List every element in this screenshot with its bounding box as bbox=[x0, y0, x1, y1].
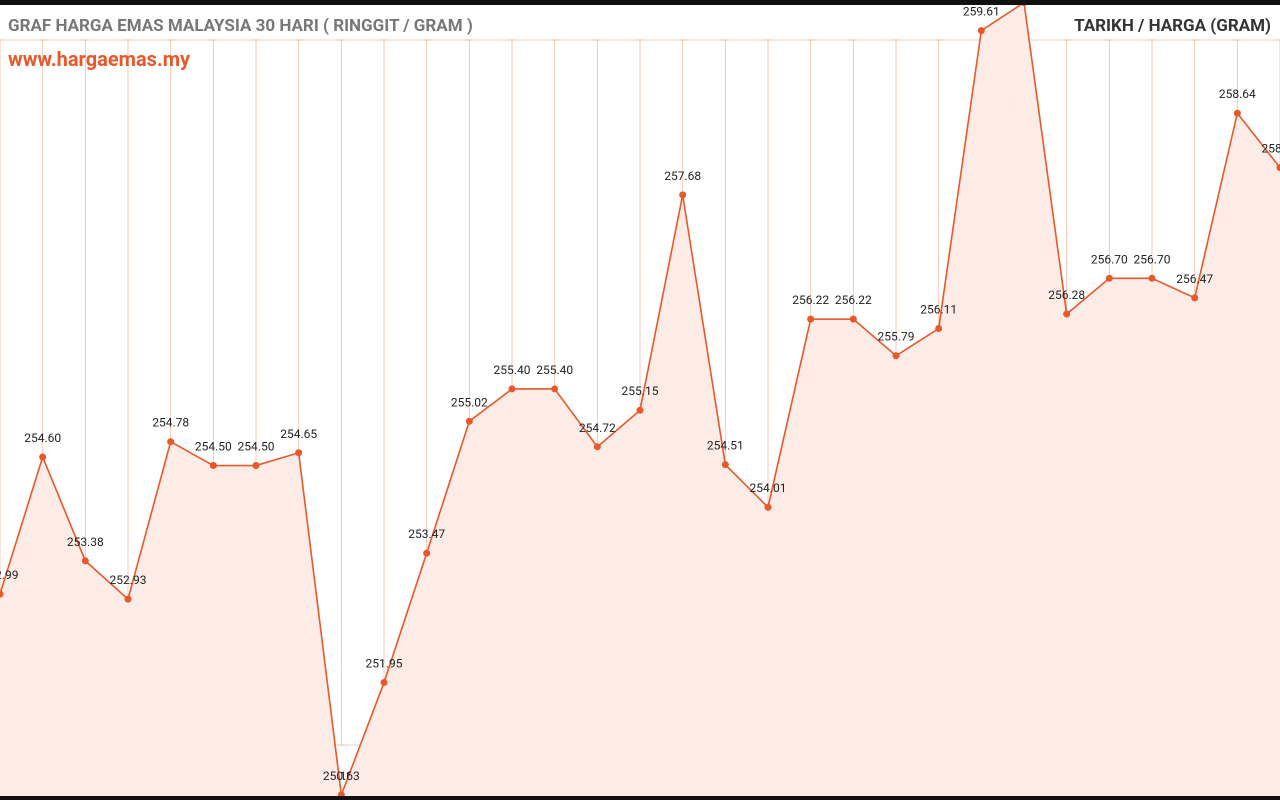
top-bar bbox=[0, 0, 1280, 5]
point bbox=[380, 679, 388, 687]
value-label: 254.72 bbox=[579, 421, 616, 435]
bottom-bar bbox=[0, 796, 1280, 800]
point bbox=[465, 417, 473, 425]
point bbox=[977, 27, 985, 35]
value-label: 255.79 bbox=[878, 330, 915, 344]
value-label: 254.01 bbox=[750, 481, 787, 495]
value-label: 256.22 bbox=[835, 293, 872, 307]
point bbox=[636, 406, 644, 414]
value-label: 256.47 bbox=[1176, 272, 1213, 286]
value-label: 253.47 bbox=[408, 527, 445, 541]
point bbox=[892, 352, 900, 360]
point bbox=[423, 549, 431, 557]
value-label: 257.68 bbox=[664, 169, 701, 183]
value-label: 254.78 bbox=[152, 416, 189, 430]
point bbox=[1105, 274, 1113, 282]
value-label: 255.02 bbox=[451, 395, 488, 409]
value-label: 259.61 bbox=[963, 5, 1000, 19]
point bbox=[167, 438, 175, 446]
legend-label: TARIKH / HARGA (GRAM) bbox=[1074, 16, 1271, 36]
point bbox=[252, 462, 260, 470]
point bbox=[593, 443, 601, 451]
value-label: 256.70 bbox=[1134, 252, 1171, 266]
point bbox=[1276, 164, 1280, 172]
point bbox=[0, 590, 4, 598]
value-label: 255.40 bbox=[536, 363, 573, 377]
point bbox=[764, 503, 772, 511]
chart-title: GRAF HARGA EMAS MALAYSIA 30 HARI ( RINGG… bbox=[8, 16, 473, 36]
point bbox=[1063, 310, 1071, 318]
value-label: 254.50 bbox=[195, 440, 232, 454]
value-label: 255.15 bbox=[622, 384, 659, 398]
point bbox=[807, 315, 815, 323]
point bbox=[721, 461, 729, 469]
point bbox=[81, 557, 89, 565]
value-label: 252.99 bbox=[0, 568, 18, 582]
value-label: 254.60 bbox=[24, 431, 61, 445]
value-label: 254.65 bbox=[280, 427, 317, 441]
point bbox=[551, 385, 559, 393]
value-label: 253.38 bbox=[67, 535, 104, 549]
point bbox=[679, 191, 687, 199]
value-label: 256.70 bbox=[1091, 252, 1128, 266]
point bbox=[209, 462, 217, 470]
value-label: 254.50 bbox=[238, 440, 275, 454]
point bbox=[935, 325, 943, 333]
value-label: 258.64 bbox=[1219, 87, 1256, 101]
value-label: 252.93 bbox=[110, 573, 147, 587]
chart-subtitle: www.hargaemas.my bbox=[8, 47, 191, 71]
point bbox=[124, 595, 132, 603]
point bbox=[295, 449, 303, 457]
value-label: 254.51 bbox=[707, 439, 744, 453]
value-label: 251.95 bbox=[366, 657, 403, 671]
point bbox=[1191, 294, 1199, 302]
value-label: 256.22 bbox=[792, 293, 829, 307]
value-label: 255.40 bbox=[494, 363, 531, 377]
point bbox=[508, 385, 516, 393]
value-label: 256.28 bbox=[1048, 288, 1085, 302]
value-label: 250.63 bbox=[323, 769, 360, 783]
point bbox=[849, 315, 857, 323]
point bbox=[39, 453, 47, 461]
value-label: 258.00 bbox=[1262, 142, 1280, 156]
value-label: 256.11 bbox=[920, 303, 957, 317]
point bbox=[1148, 274, 1156, 282]
point bbox=[1233, 109, 1241, 117]
